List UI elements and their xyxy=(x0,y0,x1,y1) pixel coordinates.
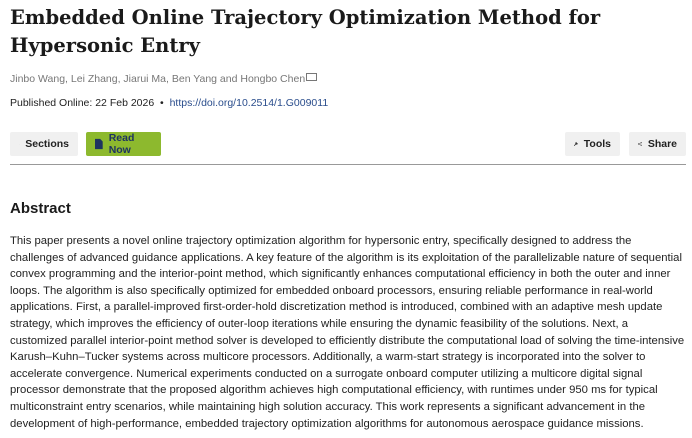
email-icon[interactable] xyxy=(306,73,318,81)
doi-link[interactable]: https://doi.org/10.2514/1.G009011 xyxy=(169,97,329,109)
separator: • xyxy=(160,97,164,109)
read-now-button[interactable]: Read Now xyxy=(86,132,161,156)
publication-info: Published Online: 22 Feb 2026 • https://… xyxy=(10,97,328,109)
tools-button[interactable]: Tools xyxy=(565,132,620,156)
author-list: Jinbo Wang, Lei Zhang, Jiarui Ma, Ben Ya… xyxy=(10,73,318,85)
divider xyxy=(10,164,686,165)
authors-text[interactable]: Jinbo Wang, Lei Zhang, Jiarui Ma, Ben Ya… xyxy=(10,73,306,85)
sections-label: Sections xyxy=(25,138,69,150)
article-title: Embedded Online Trajectory Optimization … xyxy=(10,6,601,57)
share-label: Share xyxy=(647,138,677,150)
share-button[interactable]: Share xyxy=(629,132,686,156)
share-icon xyxy=(638,142,642,146)
published-date: Published Online: 22 Feb 2026 xyxy=(10,97,155,109)
document-icon xyxy=(95,138,103,150)
sections-button[interactable]: Sections xyxy=(10,132,78,156)
abstract-text: This paper presents a novel online traje… xyxy=(10,235,685,430)
wrench-icon xyxy=(574,141,578,146)
read-now-label: Read Now xyxy=(108,132,135,156)
tools-label: Tools xyxy=(583,138,611,150)
abstract-heading: Abstract xyxy=(10,200,71,217)
